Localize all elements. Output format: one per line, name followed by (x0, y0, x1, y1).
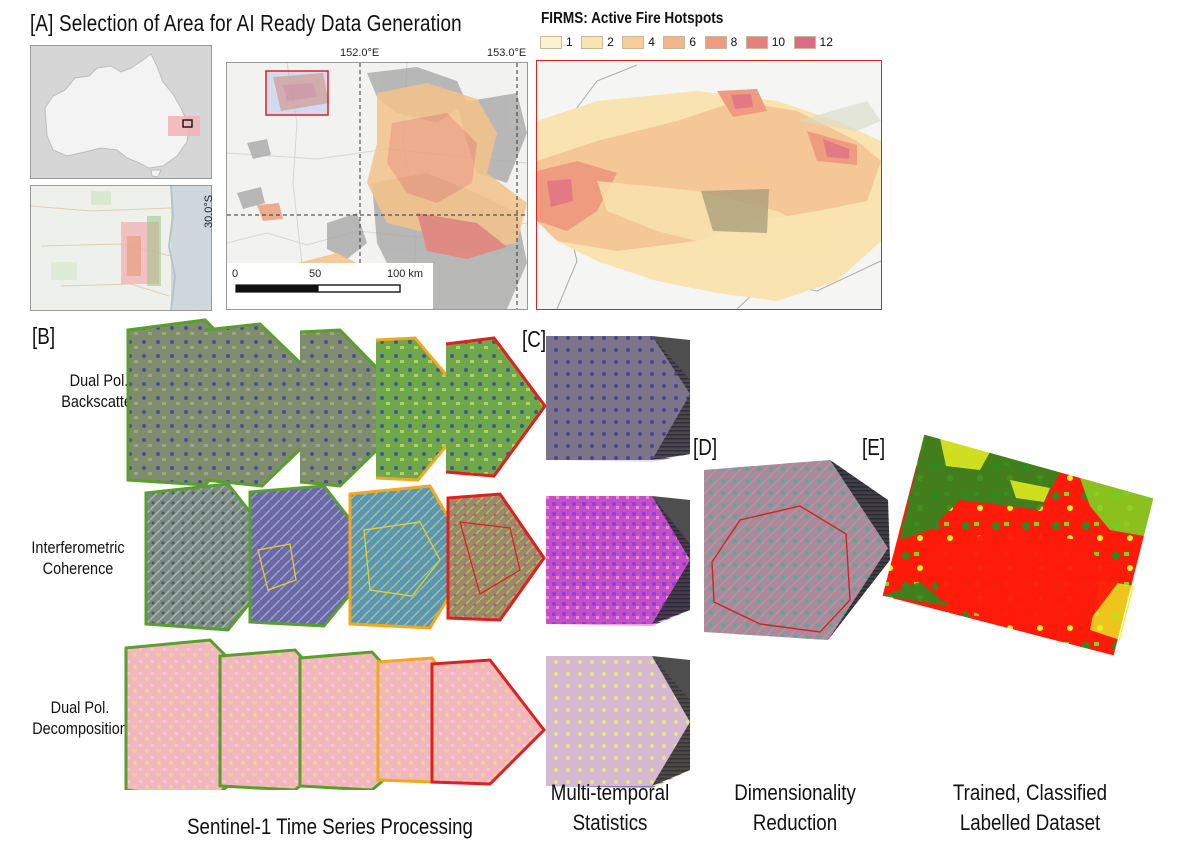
hotspot-zoom-map (536, 60, 882, 310)
study-area-map (226, 62, 528, 310)
legend-item: 12 (793, 35, 833, 49)
selection-box (265, 70, 329, 116)
scale-label-50: 50 (309, 268, 322, 280)
lon-tick-152: 152.0°E (340, 47, 380, 59)
legend-title: FIRMS: Active Fire Hotspots (541, 10, 724, 27)
legend-item: 1 (540, 35, 573, 49)
legend-item: 10 (745, 35, 785, 49)
row-label-backscatter: Dual Pol. Backscatter (61, 371, 137, 411)
regional-locator-map (30, 185, 212, 311)
backscatter-panel-5 (445, 336, 547, 478)
label-multitemporal-statistics: Multi-temporal Statistics (550, 780, 670, 835)
legend-swatch (540, 35, 562, 49)
lat-tick-30: 30.0°S (203, 194, 215, 228)
hotspot-zoom-graphic (537, 64, 881, 309)
decomposition-panel-5 (430, 658, 546, 786)
label-dimensionality-reduction: Dimensionality Reduction (734, 780, 856, 835)
legend-item: 8 (704, 35, 737, 49)
regional-map-graphic (31, 186, 211, 310)
time-series-panels (124, 318, 1155, 790)
legend-swatch (622, 35, 645, 49)
legend-swatch (663, 35, 686, 49)
coherence-panel-4 (446, 492, 546, 622)
legend-swatch (581, 35, 604, 49)
legend-swatch (745, 35, 768, 49)
row-label-coherence: Interferometric Coherence (31, 538, 125, 578)
legend: 1 2 4 6 8 10 12 (540, 35, 837, 54)
australia-overview-map (30, 45, 212, 179)
section-b-label: [B] (32, 323, 56, 349)
legend-item: 6 (663, 35, 696, 49)
section-e-label: [E] (862, 434, 886, 460)
label-trained-classified-dataset: Trained, Classified Labelled Dataset (952, 780, 1108, 835)
section-d-label: [D] (693, 434, 718, 460)
australia-outline-icon (44, 53, 200, 178)
study-area-graphic (227, 63, 527, 309)
row-label-decomposition: Dual Pol. Decomposition (32, 698, 128, 738)
scale-label-100: 100 km (387, 268, 424, 280)
lon-tick-153: 153.0°E (487, 47, 527, 59)
scale-label-0: 0 (232, 268, 239, 280)
legend-swatch (704, 35, 727, 49)
legend-swatch (793, 35, 816, 49)
label-time-series-processing: Sentinel-1 Time Series Processing (187, 814, 473, 839)
section-c-label: [C] (522, 326, 547, 352)
legend-item: 4 (622, 35, 655, 49)
legend-item: 2 (581, 35, 614, 49)
figure-title: [A] Selection of Area for AI Ready Data … (30, 10, 462, 36)
